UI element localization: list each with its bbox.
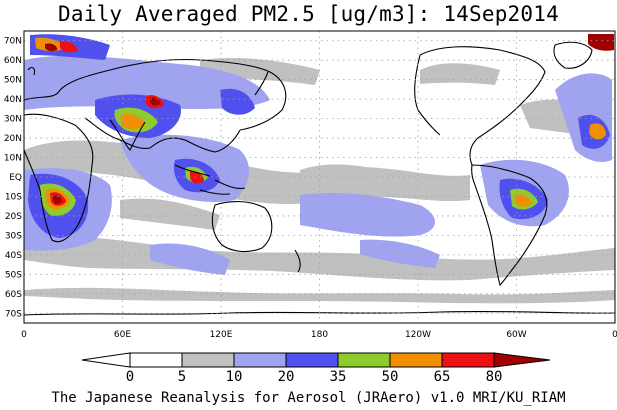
footer-credit: The Japanese Reanalysis for Aerosol (JRA…	[51, 390, 566, 406]
latitude-axis: 70N 60N 50N 40N 30N 20N 10N EQ 10S 20S 30S 40S 50S 60…	[4, 37, 22, 320]
colorbar-underflow	[81, 352, 131, 368]
colorbar-bin	[129, 352, 183, 368]
lat-tick-label: 10N	[4, 154, 22, 164]
lat-tick-label: 70S	[5, 309, 22, 319]
page-title: Daily Averaged PM2.5 [ug/m3]: 14Sep2014	[58, 2, 559, 26]
lon-tick-label: 0	[21, 330, 27, 340]
colorbar-bin	[441, 352, 495, 368]
lat-tick-label: 40S	[5, 251, 22, 261]
colorbar-label: 65	[434, 369, 451, 385]
colorbar-overflow	[493, 352, 551, 368]
map-border	[23, 30, 616, 324]
lat-lon-grid	[24, 31, 615, 323]
lat-tick-label: 20N	[4, 134, 22, 144]
lat-tick-label: 60N	[4, 56, 22, 66]
longitude-axis: 0 60E 120E 180 120W 60W 0	[21, 330, 617, 340]
colorbar-label: 5	[178, 369, 186, 385]
lon-tick-label: 60E	[114, 330, 131, 340]
colorbar-bin	[389, 352, 443, 368]
colorbar: 0 5 10 20 35 50 65 80	[81, 352, 551, 385]
lon-tick-label: 180	[311, 330, 328, 340]
lat-tick-label: 70N	[4, 37, 22, 47]
colorbar-label: 10	[226, 369, 243, 385]
lat-tick-label: 10S	[5, 192, 22, 202]
colorbar-label: 20	[278, 369, 295, 385]
colorbar-bin	[285, 352, 339, 368]
map-panel	[23, 30, 616, 324]
colorbar-label: 0	[126, 369, 134, 385]
lat-tick-label: 20S	[5, 212, 22, 222]
lon-tick-label: 120W	[405, 330, 431, 340]
pm25-field-over-80	[45, 34, 614, 204]
colorbar-label: 50	[382, 369, 399, 385]
lon-tick-label: 0	[612, 330, 617, 340]
lat-tick-label: 60S	[5, 290, 22, 300]
lon-tick-label: 60W	[506, 330, 526, 340]
colorbar-label: 35	[330, 369, 347, 385]
lat-tick-label: 40N	[4, 95, 22, 105]
lat-tick-label: EQ	[9, 173, 22, 183]
lat-tick-label: 30N	[4, 115, 22, 125]
lat-tick-label: 30S	[5, 231, 22, 241]
lat-tick-label: 50N	[4, 76, 22, 86]
lon-tick-label: 120E	[210, 330, 233, 340]
colorbar-bin	[233, 352, 287, 368]
coastlines	[23, 41, 616, 316]
colorbar-bin	[337, 352, 391, 368]
colorbar-label: 80	[486, 369, 503, 385]
colorbar-bin	[181, 352, 235, 368]
lat-tick-label: 50S	[5, 270, 22, 280]
